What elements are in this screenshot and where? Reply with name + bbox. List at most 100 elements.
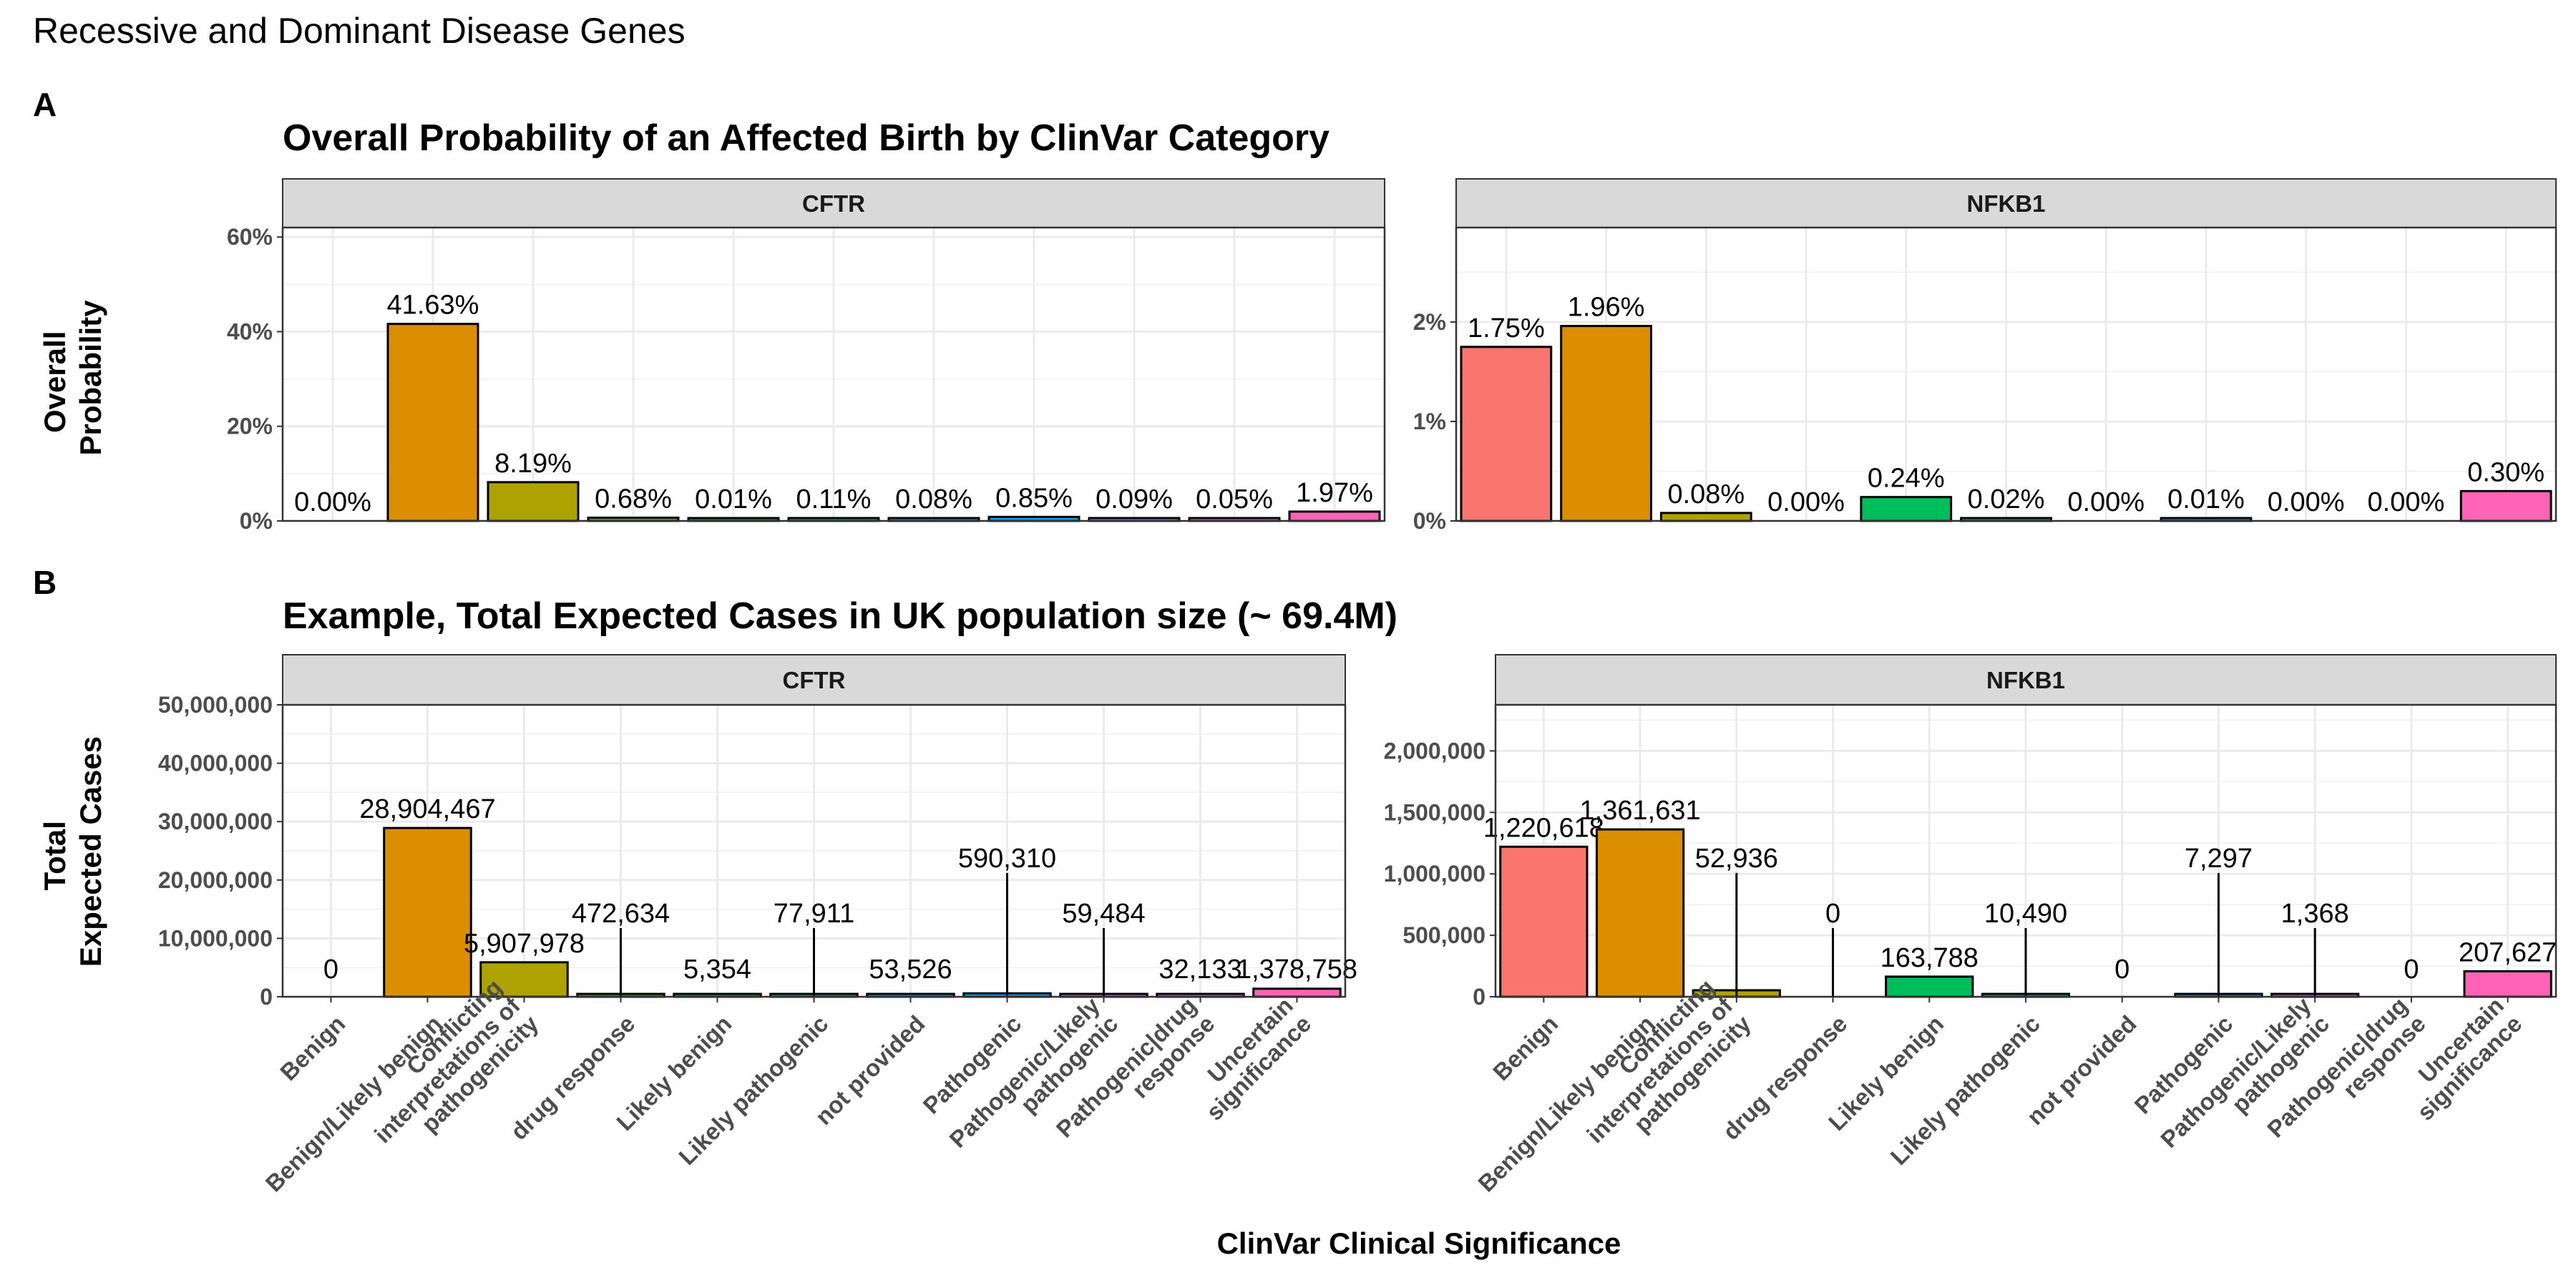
panel-a-cftr-panel-border xyxy=(281,226,1386,522)
panel-b-title: Example, Total Expected Cases in UK popu… xyxy=(283,595,1397,637)
panel-a-cftr-y-tick-label: 20% xyxy=(227,414,273,439)
panel-a-nfkb1-value-label-benign: 1.75% xyxy=(1468,313,1545,343)
panel-b-cftr-strip-label: CFTR xyxy=(783,667,846,693)
panel-a-cftr-value-label-likely-benign: 0.01% xyxy=(695,484,772,514)
panel-b-cftr-y-tick-label: 30,000,000 xyxy=(158,809,273,834)
panel-a-cftr-value-label-conflicting-interpretations-of-pathogenicity: 8.19% xyxy=(494,449,572,479)
panel-a-nfkb1-bar-benign-likely-benign xyxy=(1560,325,1652,522)
panel-b-nfkb1-value-label-pathogenic-drug-response: 0 xyxy=(2404,955,2419,985)
panel-b-nfkb1-y-tick-label: 1,500,000 xyxy=(1384,799,1485,825)
panel-b-nfkb1-value-label-pathogenic: 7,297 xyxy=(2185,844,2253,874)
panel-a-nfkb1-bar-uncertain-significance xyxy=(2459,489,2552,522)
panel-a-nfkb1-value-label-drug-response: 0.00% xyxy=(1767,487,1845,517)
panel-a-cftr-value-label-benign: 0.00% xyxy=(294,487,371,517)
panel-b-cftr-facet: CFTR 0 10,000,000 20,000,000 30,000,000 40,00… xyxy=(158,654,1357,1197)
panel-a-nfkb1-value-label-conflicting-interpretations-of-pathogenicity: 0.08% xyxy=(1667,479,1745,509)
panel-b-nfkb1-bar-likely-benign xyxy=(1885,975,1974,998)
panel-b-nfkb1-value-label-drug-response: 0 xyxy=(1825,899,1840,929)
panel-a-cftr-facet: CFTR 0% 20% 40% 60% 0.00% 41.63% 8.19% 0.68% 0.01… xyxy=(227,178,1386,534)
panel-a-nfkb1-panel-border xyxy=(1455,226,2557,522)
panel-b-cftr-value-label-pathogenic-drug-response: 32,133 xyxy=(1158,955,1241,985)
panel-b-cftr-value-label-benign-likely-benign: 28,904,467 xyxy=(359,794,495,824)
panel-a-cftr-value-label-benign-likely-benign: 41.63% xyxy=(387,291,479,321)
panel-a-cftr-value-label-not-provided: 0.08% xyxy=(895,484,972,514)
panel-b-cftr-value-label-pathogenic: 590,310 xyxy=(958,844,1056,874)
panel-b-cftr-y-tick-label: 40,000,000 xyxy=(158,751,273,776)
panel-b-cftr-x-tick-label-uncertain-significance: Uncertainsignificance xyxy=(1183,992,1316,1125)
panel-b-nfkb1-facet: NFKB1 0 500,000 1,000,000 1,500,000 2,000,000… xyxy=(1384,654,2557,1197)
panel-b-nfkb1-value-label-uncertain-significance: 207,627 xyxy=(2459,937,2557,967)
panel-a-nfkb1-strip-label: NFKB1 xyxy=(1966,190,2045,217)
panel-a-nfkb1-bar-conflicting-interpretations-of-pathogenicity xyxy=(1659,512,1752,522)
panel-a-y-axis-label: Overall Probability xyxy=(38,300,107,456)
panel-b-nfkb1-strip-label: NFKB1 xyxy=(1986,667,2065,693)
facet-panels: CFTR 0% 20% 40% 60% 0.00% 41.63% 8.19% 0.68% 0.01… xyxy=(158,178,2557,1197)
panel-b-cftr-strip xyxy=(282,654,1346,706)
panel-a-y-axis-label-line-2: Probability xyxy=(74,300,107,456)
panel-b-nfkb1-y-tick-label: 500,000 xyxy=(1402,922,1485,948)
panel-b-y-axis-label-line-1: Total xyxy=(38,821,72,890)
panel-a-cftr-value-label-pathogenic: 0.85% xyxy=(995,483,1073,513)
panel-b-y-axis-label-line-2: Expected Cases xyxy=(74,736,107,967)
panel-b-cftr-y-tick-label: 20,000,000 xyxy=(158,867,273,893)
panel-b-cftr-x-tick-label-benign: Benign xyxy=(275,1010,350,1085)
panel-b-nfkb1-bar-benign-likely-benign xyxy=(1595,828,1685,998)
panel-b-cftr-bar-conflicting-interpretations-of-pathogenicity xyxy=(479,961,569,998)
panel-a-cftr-y-tick-label: 40% xyxy=(227,318,273,344)
panel-a-nfkb1-bar-likely-benign xyxy=(1860,496,1953,522)
panel-b-cftr-value-label-pathogenic-likely-pathogenic: 59,484 xyxy=(1062,899,1145,929)
panel-b-cftr-value-label-conflicting-interpretations-of-pathogenicity: 5,907,978 xyxy=(464,929,585,959)
panel-a-y-axis-label-line-1: Overall xyxy=(38,331,72,433)
panel-a-title: Overall Probability of an Affected Birth… xyxy=(283,117,1330,159)
panel-b-nfkb1-bar-uncertain-significance xyxy=(2463,970,2552,998)
panel-a-cftr-value-label-pathogenic-likely-pathogenic: 0.09% xyxy=(1096,484,1173,514)
panel-b-nfkb1-y-tick-label: 1,000,000 xyxy=(1384,861,1485,887)
panel-a-cftr-y-tick-label: 0% xyxy=(240,508,273,534)
panel-b-cftr-value-label-uncertain-significance: 1,378,758 xyxy=(1236,955,1357,985)
panel-a-nfkb1-value-label-likely-benign: 0.24% xyxy=(1868,464,1945,494)
panel-b-nfkb1-x-tick-label-line: Benign xyxy=(1488,1010,1563,1085)
figure-title: Recessive and Dominant Disease Genes xyxy=(33,11,686,51)
panel-b-nfkb1-x-tick-label-benign: Benign xyxy=(1488,1010,1563,1085)
panel-b-y-axis-label: Total Expected Cases xyxy=(38,736,107,967)
panel-a-cftr-strip xyxy=(282,178,1385,228)
panel-a-nfkb1-value-label-pathogenic: 0.01% xyxy=(2167,484,2245,514)
panel-a-nfkb1-value-label-pathogenic-drug-response: 0.00% xyxy=(2368,487,2445,517)
panel-b-cftr-value-label-benign: 0 xyxy=(323,955,338,985)
panel-a-nfkb1-value-label-uncertain-significance: 0.30% xyxy=(2467,457,2545,487)
panel-a-cftr-value-label-likely-pathogenic: 0.11% xyxy=(796,484,872,514)
panel-b-cftr-y-tick-label: 0 xyxy=(260,984,273,1010)
panel-b-nfkb1-value-label-not-provided: 0 xyxy=(2114,955,2129,985)
panel-a-nfkb1-y-tick-label: 2% xyxy=(1413,309,1446,335)
panel-a-nfkb1-value-label-pathogenic-likely-pathogenic: 0.00% xyxy=(2268,487,2345,517)
panel-a-nfkb1-value-label-benign-likely-benign: 1.96% xyxy=(1568,293,1645,323)
panel-b-cftr-value-label-not-provided: 53,526 xyxy=(869,955,952,985)
panel-b-cftr-bar-benign-likely-benign xyxy=(383,826,472,998)
panel-tag-b: B xyxy=(33,564,57,601)
panel-b-cftr-bar-uncertain-significance xyxy=(1252,987,1342,998)
panel-b-cftr-value-label-drug-response: 472,634 xyxy=(572,899,670,929)
panel-b-nfkb1-value-label-likely-benign: 163,788 xyxy=(1880,943,1979,973)
panel-b-nfkb1-value-label-benign: 1,220,618 xyxy=(1483,813,1604,843)
panel-a-cftr-bar-uncertain-significance xyxy=(1288,510,1381,522)
panel-b-nfkb1-value-label-benign-likely-benign: 1,361,631 xyxy=(1580,796,1701,826)
x-axis-label: ClinVar Clinical Significance xyxy=(1217,1226,1621,1260)
panel-b-nfkb1-value-label-likely-pathogenic: 10,490 xyxy=(1984,899,2067,929)
panel-a-cftr-bar-conflicting-interpretations-of-pathogenicity xyxy=(487,481,580,522)
panel-a-cftr-value-label-drug-response: 0.68% xyxy=(595,484,672,514)
panel-b-nfkb1-value-label-pathogenic-likely-pathogenic: 1,368 xyxy=(2281,899,2349,929)
panel-tag-a: A xyxy=(33,86,57,123)
panel-a-cftr-value-label-pathogenic-drug-response: 0.05% xyxy=(1196,484,1273,514)
panel-a-nfkb1-y-tick-label: 0% xyxy=(1413,508,1446,534)
panel-b-cftr-value-label-likely-pathogenic: 77,911 xyxy=(774,899,854,929)
panel-a-nfkb1-value-label-likely-pathogenic: 0.02% xyxy=(1968,484,2045,514)
panel-b-nfkb1-y-tick-label: 2,000,000 xyxy=(1384,738,1485,763)
panel-a-cftr-y-tick-label: 60% xyxy=(227,224,273,250)
panel-b-nfkb1-y-tick-label: 0 xyxy=(1473,984,1485,1010)
panel-a-nfkb1-bar-benign xyxy=(1460,346,1553,522)
panel-b-cftr-y-tick-label: 50,000,000 xyxy=(158,692,273,718)
panel-b-cftr-y-tick-label: 10,000,000 xyxy=(158,925,273,951)
panel-a-cftr-strip-label: CFTR xyxy=(802,190,865,217)
panel-b-nfkb1-bar-benign xyxy=(1499,845,1589,998)
